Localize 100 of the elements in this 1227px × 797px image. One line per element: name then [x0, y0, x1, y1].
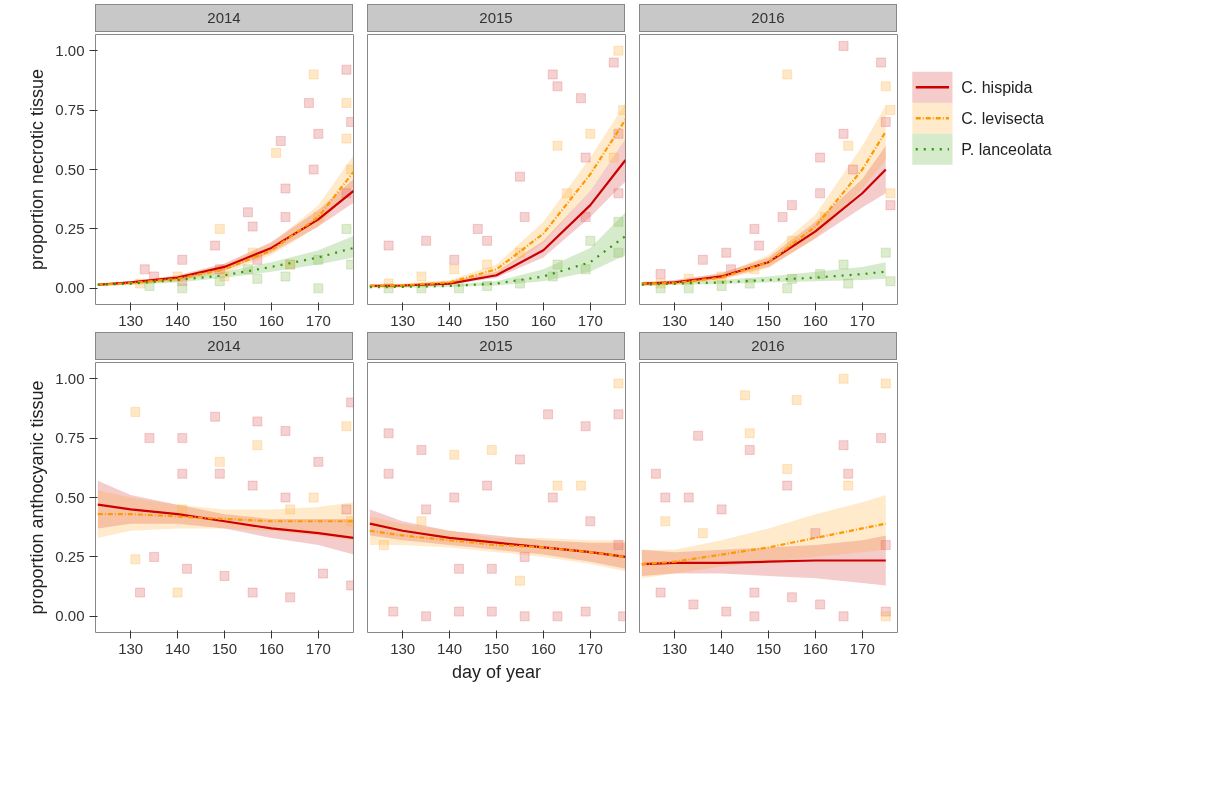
point — [271, 147, 282, 158]
point — [135, 587, 146, 598]
point — [318, 568, 329, 579]
line-series — [96, 246, 354, 286]
point — [519, 212, 530, 223]
point — [177, 283, 188, 294]
point — [130, 554, 141, 565]
point — [149, 551, 160, 562]
point — [486, 606, 497, 617]
point — [885, 276, 896, 287]
point — [130, 406, 141, 417]
point — [786, 592, 797, 603]
x-tick-label: 140 — [709, 311, 735, 329]
chart-title: 2014 — [207, 336, 241, 356]
point — [341, 504, 352, 515]
point — [313, 283, 324, 294]
point — [313, 456, 324, 467]
point — [421, 504, 432, 515]
point — [214, 468, 225, 479]
x-tick-label: 140 — [437, 311, 463, 329]
point — [880, 81, 891, 92]
point — [608, 57, 619, 68]
point — [697, 528, 708, 539]
point — [514, 454, 525, 465]
point — [383, 428, 394, 439]
point — [453, 606, 464, 617]
point — [683, 283, 694, 294]
point — [421, 235, 432, 246]
point — [838, 128, 849, 139]
x-tick-label: 170 — [849, 639, 875, 657]
point — [880, 540, 891, 551]
legend-label: C. levisecta — [961, 109, 1045, 127]
point — [880, 116, 891, 127]
point — [247, 480, 258, 491]
point — [416, 271, 427, 282]
point — [608, 152, 619, 163]
point — [482, 259, 493, 270]
point — [313, 254, 324, 265]
point — [482, 235, 493, 246]
x-tick-label: 140 — [165, 311, 191, 329]
y-tick-label: 0.25 — [55, 219, 85, 237]
point — [416, 444, 427, 455]
point — [613, 247, 624, 258]
point — [242, 264, 253, 275]
point — [683, 492, 694, 503]
point — [847, 164, 858, 175]
point — [242, 207, 253, 218]
point — [885, 105, 896, 116]
x-tick-label: 130 — [662, 639, 688, 657]
point — [383, 468, 394, 479]
point — [247, 221, 258, 232]
point — [552, 81, 563, 92]
point — [252, 416, 263, 427]
point — [575, 93, 586, 104]
point — [482, 280, 493, 291]
point — [547, 492, 558, 503]
point — [214, 276, 225, 287]
point — [308, 492, 319, 503]
x-tick-label: 130 — [662, 311, 688, 329]
point — [275, 135, 286, 146]
point — [514, 278, 525, 289]
point — [341, 223, 352, 234]
point — [177, 504, 188, 515]
x-tick-label: 160 — [258, 311, 284, 329]
point — [341, 97, 352, 108]
point — [791, 395, 802, 406]
point — [810, 528, 821, 539]
x-tick-label: 170 — [305, 639, 331, 657]
point — [585, 128, 596, 139]
point — [740, 390, 751, 401]
chart-title: 2016 — [751, 336, 785, 356]
y-tick-label: 1.00 — [55, 41, 85, 59]
point — [876, 433, 887, 444]
point — [219, 570, 230, 581]
x-tick-label: 160 — [802, 639, 828, 657]
point — [815, 188, 826, 199]
x-tick-label: 160 — [802, 311, 828, 329]
point — [313, 128, 324, 139]
point — [613, 45, 624, 56]
point — [552, 259, 563, 270]
point — [453, 563, 464, 574]
y-tick-label: 0.75 — [55, 101, 85, 119]
point — [482, 480, 493, 491]
point — [585, 235, 596, 246]
point — [660, 516, 671, 527]
point — [613, 188, 624, 199]
point — [613, 216, 624, 227]
point — [341, 133, 352, 144]
point — [252, 273, 263, 284]
x-axis-title: day of year — [451, 661, 542, 682]
y-tick-label: 0.00 — [55, 279, 85, 297]
y-tick-label: 0.25 — [55, 547, 85, 565]
point — [449, 254, 460, 265]
point — [880, 247, 891, 258]
point — [838, 611, 849, 622]
legend-label: P. lanceolata — [961, 140, 1052, 158]
x-tick-label: 150 — [211, 639, 238, 657]
point — [744, 278, 755, 289]
x-tick-label: 140 — [709, 639, 735, 657]
point — [421, 611, 432, 622]
